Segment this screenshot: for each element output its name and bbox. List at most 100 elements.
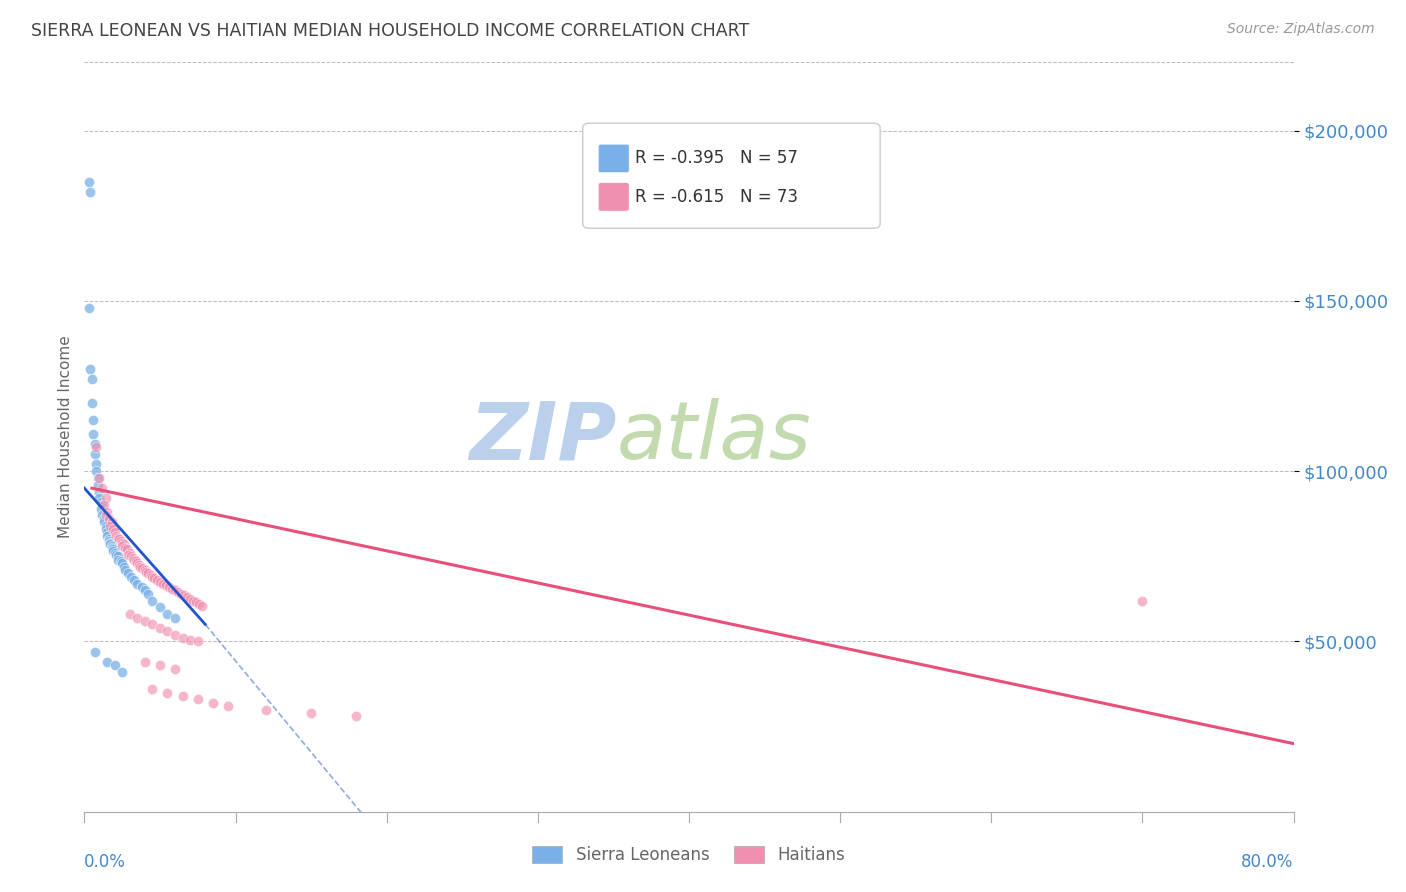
Point	[82, 413, 104, 427]
Point	[156, 685, 179, 699]
Point	[131, 561, 153, 575]
Point	[98, 535, 121, 549]
Point	[146, 573, 169, 587]
Point	[97, 512, 120, 526]
Point	[217, 699, 239, 714]
Text: R = -0.395   N = 57: R = -0.395 N = 57	[636, 150, 797, 168]
Point	[128, 558, 150, 572]
Point	[134, 563, 156, 577]
Point	[96, 525, 118, 540]
Text: atlas: atlas	[616, 398, 811, 476]
Point	[86, 464, 108, 478]
Text: Source: ZipAtlas.com: Source: ZipAtlas.com	[1227, 22, 1375, 37]
Point	[101, 542, 124, 557]
Point	[1130, 593, 1153, 607]
Point	[156, 607, 179, 622]
Text: ZIP: ZIP	[470, 398, 616, 476]
Point	[125, 554, 148, 568]
Point	[254, 702, 277, 716]
Point	[96, 655, 118, 669]
Point	[136, 587, 159, 601]
Point	[86, 440, 108, 454]
Point	[90, 495, 112, 509]
Point	[122, 573, 145, 587]
Point	[136, 566, 159, 581]
Point	[97, 533, 120, 547]
Point	[107, 552, 129, 566]
Point	[157, 580, 180, 594]
Point	[100, 515, 122, 529]
Point	[104, 658, 127, 673]
Point	[115, 542, 138, 557]
Point	[117, 566, 139, 581]
Point	[101, 544, 124, 558]
Point	[90, 501, 112, 516]
Point	[93, 512, 115, 526]
Point	[91, 498, 114, 512]
Point	[188, 597, 211, 611]
Point	[96, 505, 118, 519]
Point	[191, 599, 214, 613]
Point	[89, 484, 111, 499]
Point	[110, 533, 132, 548]
Point	[172, 631, 194, 645]
Point	[149, 621, 172, 635]
Point	[187, 634, 209, 648]
Point	[187, 692, 209, 706]
Point	[165, 662, 187, 676]
Point	[84, 447, 107, 461]
Point	[181, 593, 204, 607]
Point	[100, 539, 122, 553]
Text: R = -0.615   N = 73: R = -0.615 N = 73	[636, 188, 797, 206]
Point	[111, 556, 134, 570]
Point	[89, 471, 111, 485]
Point	[98, 537, 121, 551]
Point	[84, 437, 107, 451]
Point	[179, 591, 201, 606]
Point	[91, 508, 114, 523]
Point	[131, 580, 153, 594]
Point	[127, 610, 149, 624]
Point	[141, 617, 163, 632]
Point	[107, 531, 129, 545]
Point	[77, 175, 100, 189]
Point	[105, 548, 128, 562]
Y-axis label: Median Household Income: Median Household Income	[58, 335, 73, 539]
Point	[141, 570, 163, 584]
Point	[94, 491, 117, 506]
Point	[82, 426, 104, 441]
Point	[134, 655, 156, 669]
Point	[141, 682, 163, 697]
Point	[111, 665, 134, 679]
Point	[172, 689, 194, 703]
Point	[97, 533, 120, 548]
Point	[176, 590, 198, 604]
Point	[80, 396, 103, 410]
Point	[86, 458, 108, 472]
Point	[111, 539, 134, 553]
Point	[134, 583, 156, 598]
Point	[94, 518, 117, 533]
Point	[114, 541, 136, 555]
Point	[167, 585, 190, 599]
Point	[112, 537, 135, 551]
Point	[79, 185, 101, 199]
Point	[87, 477, 110, 491]
Point	[98, 518, 121, 533]
Point	[111, 535, 134, 549]
Point	[346, 709, 368, 723]
Point	[155, 578, 177, 592]
Point	[160, 582, 183, 596]
Point	[165, 627, 187, 641]
Point	[139, 568, 162, 582]
Point	[165, 583, 187, 598]
Text: 80.0%: 80.0%	[1241, 853, 1294, 871]
Point	[201, 696, 224, 710]
Point	[104, 546, 127, 560]
Point	[107, 549, 129, 564]
Point	[121, 551, 143, 566]
Point	[80, 372, 103, 386]
Point	[135, 565, 157, 579]
Point	[149, 600, 172, 615]
Point	[173, 589, 195, 603]
